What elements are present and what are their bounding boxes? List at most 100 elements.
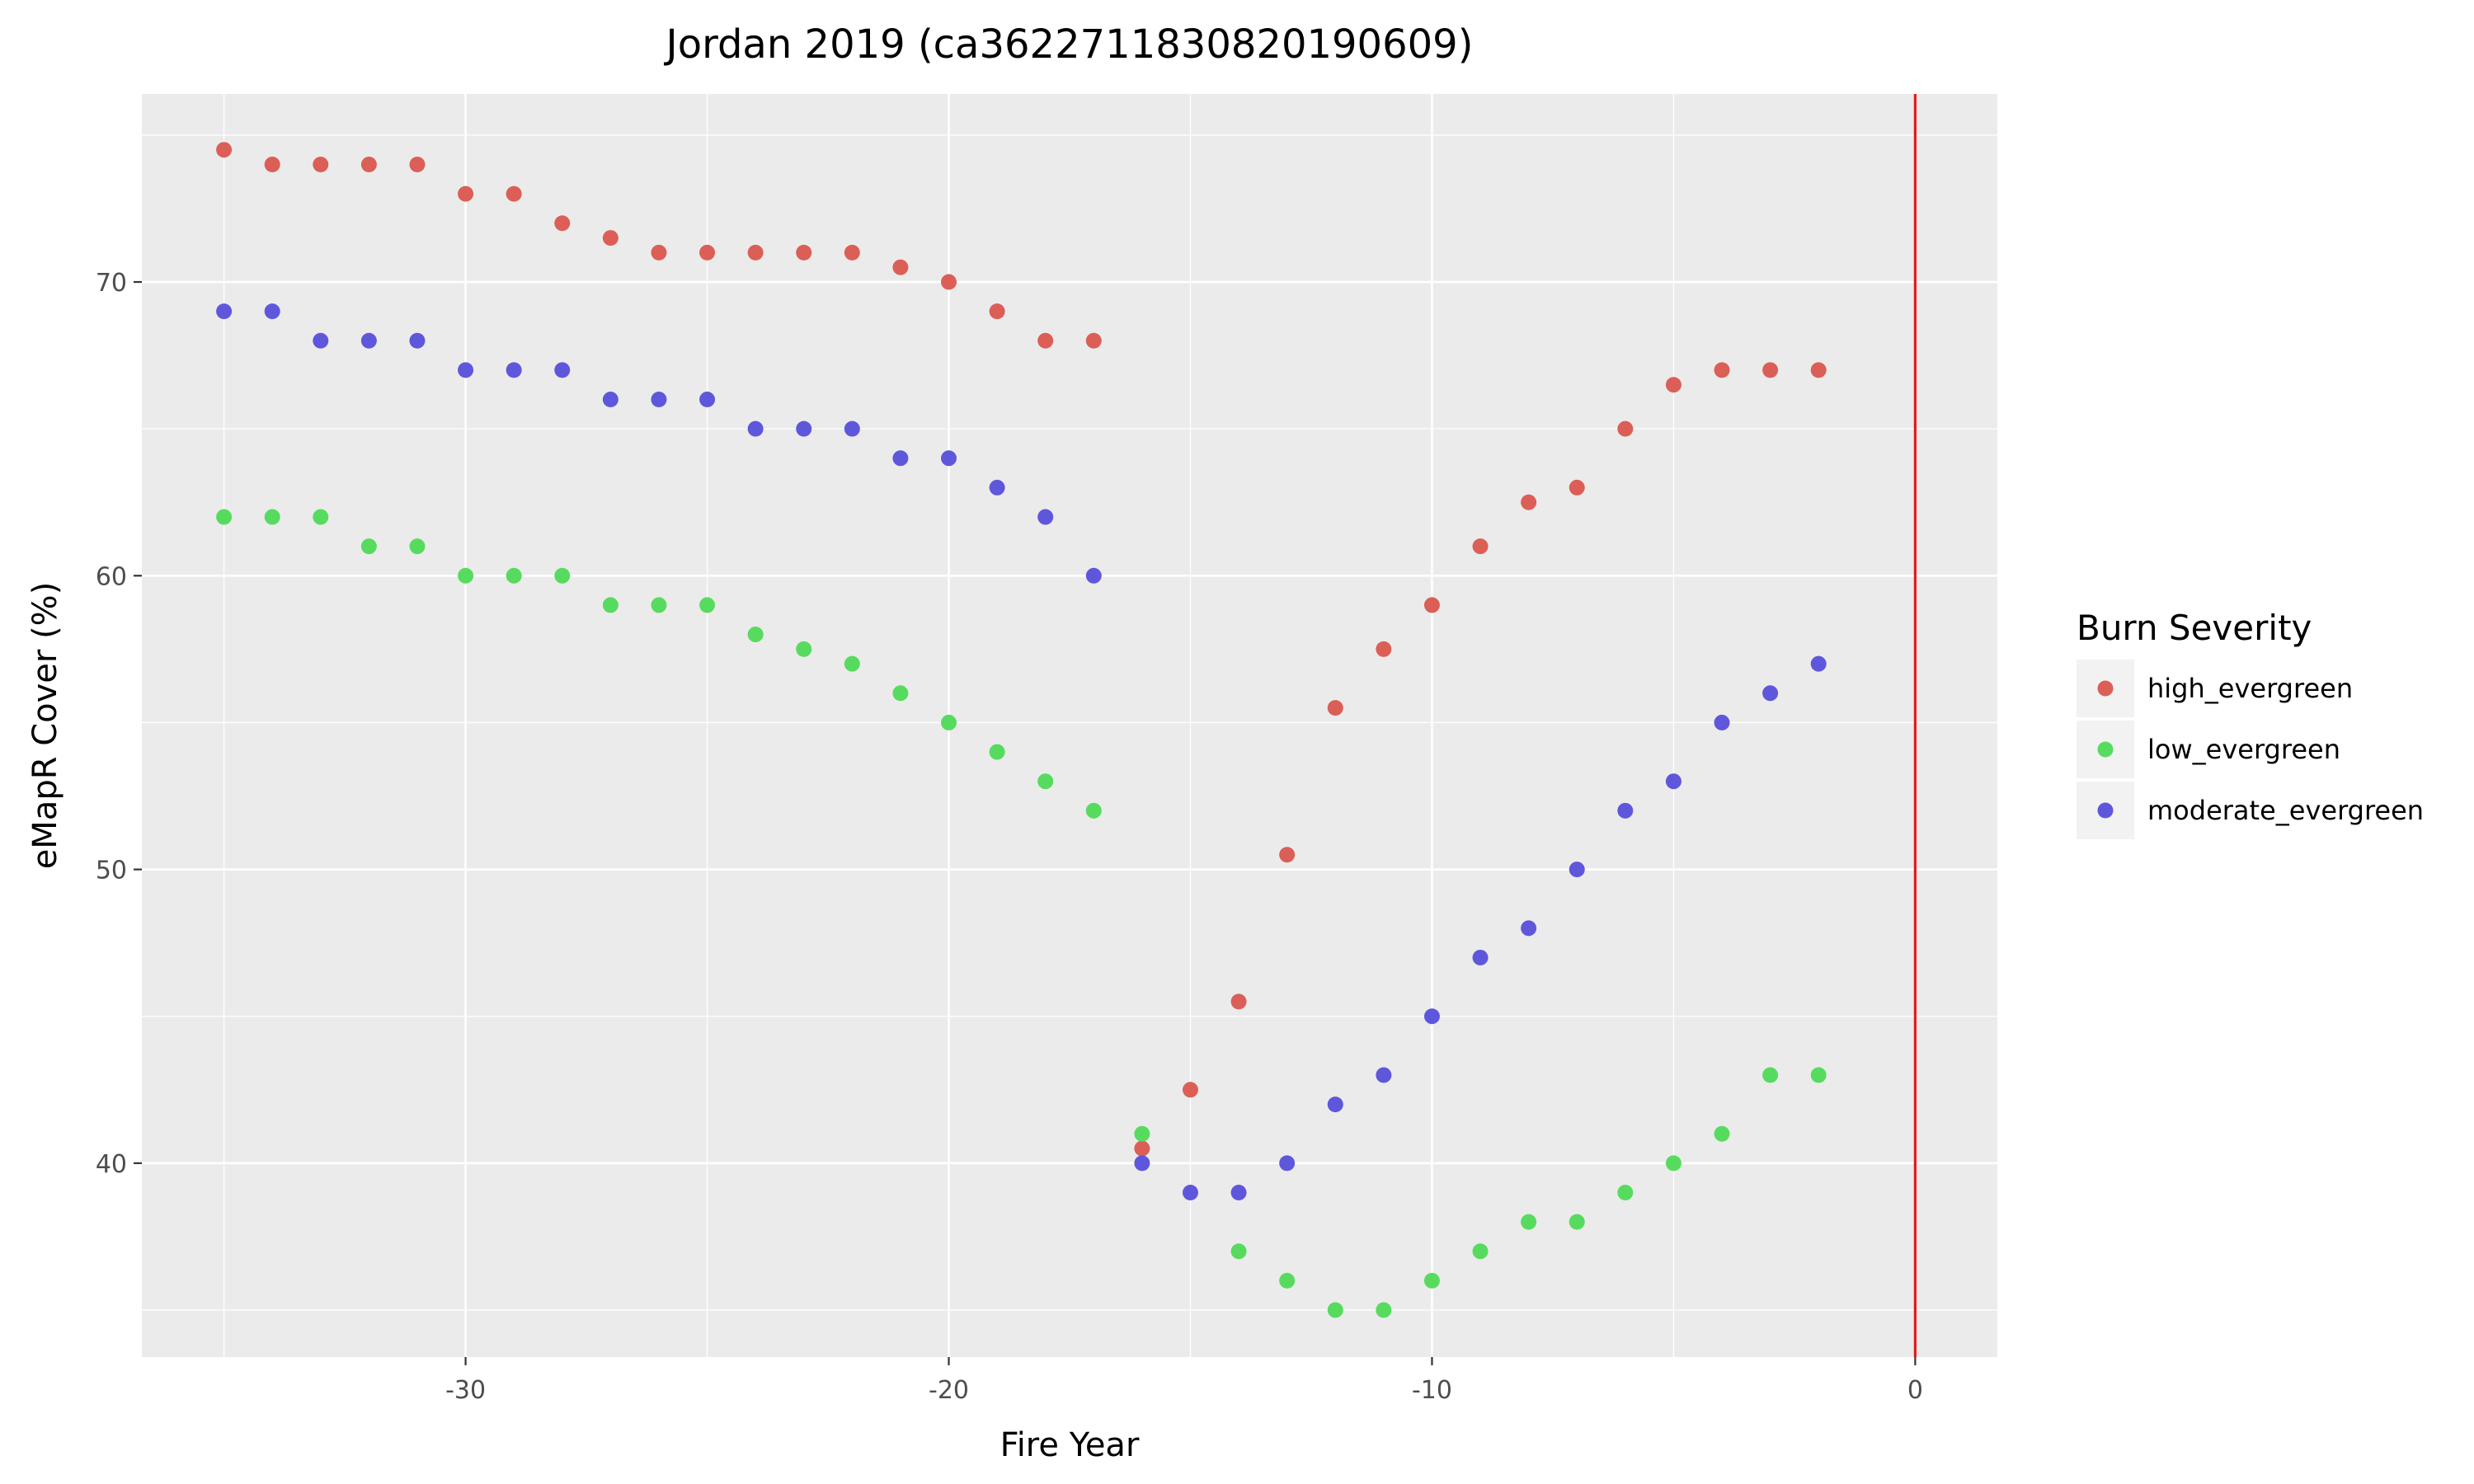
data-point-high_evergreen [892,259,909,275]
data-point-moderate_evergreen [1617,802,1634,819]
data-point-high_evergreen [989,303,1005,320]
data-point-moderate_evergreen [747,420,764,437]
data-point-high_evergreen [264,157,280,173]
data-point-moderate_evergreen [1376,1067,1392,1083]
legend-swatch-high_evergreen [2097,680,2114,697]
x-tick-labels: -30 -20 -10 0 [445,1376,1923,1405]
series-moderate_evergreen [216,303,1827,1200]
data-point-moderate_evergreen [313,332,329,349]
data-point-low_evergreen [844,655,860,672]
data-point-high_evergreen [699,244,716,261]
data-point-moderate_evergreen [1423,1008,1440,1025]
legend-label-low_evergreen: low_evergreen [2147,734,2340,765]
data-point-low_evergreen [1279,1272,1296,1289]
data-point-high_evergreen [651,244,667,261]
data-point-low_evergreen [602,597,618,613]
data-point-low_evergreen [651,597,667,613]
data-point-low_evergreen [264,509,280,525]
data-point-moderate_evergreen [264,303,280,320]
data-point-low_evergreen [360,538,377,555]
legend-swatch-low_evergreen [2097,741,2114,758]
data-point-high_evergreen [458,186,474,202]
data-point-high_evergreen [844,244,860,261]
data-point-low_evergreen [699,597,716,613]
data-point-moderate_evergreen [1327,1097,1343,1113]
data-point-moderate_evergreen [360,332,377,349]
data-point-moderate_evergreen [941,450,957,467]
data-point-high_evergreen [747,244,764,261]
data-point-high_evergreen [796,244,812,261]
data-point-high_evergreen [1569,479,1585,495]
data-points [216,142,1827,1318]
data-point-high_evergreen [1762,362,1779,378]
data-point-high_evergreen [1665,377,1681,393]
data-point-high_evergreen [313,157,329,173]
data-point-high_evergreen [216,142,233,158]
data-point-high_evergreen [1714,362,1730,378]
data-point-moderate_evergreen [506,362,522,378]
data-point-high_evergreen [554,215,571,232]
minor-gridlines [142,94,1997,1357]
data-point-moderate_evergreen [1569,862,1585,878]
legend-label-high_evergreen: high_evergreen [2147,673,2353,704]
data-point-moderate_evergreen [796,420,812,437]
data-point-moderate_evergreen [1134,1155,1150,1172]
data-point-low_evergreen [941,714,957,730]
data-point-moderate_evergreen [1714,714,1730,730]
plot-panel [142,94,1997,1357]
data-point-moderate_evergreen [1472,949,1489,965]
data-point-low_evergreen [506,567,522,584]
x-axis-title: Fire Year [1000,1426,1140,1464]
data-point-low_evergreen [1810,1067,1827,1083]
data-point-low_evergreen [1376,1302,1392,1318]
data-point-low_evergreen [554,567,571,584]
x-tick-label: -30 [445,1376,486,1405]
chart-title: Jordan 2019 (ca3622711830820190609) [664,21,1474,68]
data-point-moderate_evergreen [892,450,909,467]
data-point-high_evergreen [1617,420,1634,437]
data-point-low_evergreen [1037,773,1054,790]
data-point-moderate_evergreen [1665,773,1681,790]
data-point-moderate_evergreen [216,303,233,320]
data-point-high_evergreen [941,274,957,290]
data-point-low_evergreen [1714,1125,1730,1142]
y-tick-label: 40 [96,1150,127,1179]
data-point-high_evergreen [1472,538,1489,555]
data-point-low_evergreen [216,509,233,525]
data-point-moderate_evergreen [651,392,667,408]
data-point-high_evergreen [360,157,377,173]
data-point-low_evergreen [892,685,909,702]
data-point-low_evergreen [409,538,426,555]
data-point-high_evergreen [602,230,618,247]
data-point-low_evergreen [1327,1302,1343,1318]
data-point-high_evergreen [409,157,426,173]
data-point-moderate_evergreen [602,392,618,408]
data-point-low_evergreen [1521,1214,1537,1230]
data-point-low_evergreen [1134,1125,1150,1142]
data-point-low_evergreen [1665,1155,1681,1172]
data-point-moderate_evergreen [1230,1184,1247,1200]
data-point-high_evergreen [1423,597,1440,613]
y-axis-title: eMapR Cover (%) [26,582,64,870]
y-tick-label: 50 [96,857,127,885]
data-point-low_evergreen [1569,1214,1585,1230]
data-point-low_evergreen [796,641,812,657]
x-tick-label: -20 [929,1376,969,1405]
data-point-high_evergreen [1085,332,1102,349]
data-point-moderate_evergreen [1521,920,1537,937]
data-point-high_evergreen [1182,1082,1198,1098]
data-point-low_evergreen [458,567,474,584]
data-point-moderate_evergreen [1182,1184,1198,1200]
data-point-high_evergreen [1230,993,1247,1010]
data-point-moderate_evergreen [1037,509,1054,525]
data-point-high_evergreen [1327,700,1343,716]
data-point-moderate_evergreen [989,479,1005,495]
data-point-high_evergreen [1134,1140,1150,1157]
data-point-moderate_evergreen [1279,1155,1296,1172]
data-point-low_evergreen [989,744,1005,760]
x-tick-label: 0 [1907,1376,1923,1405]
data-point-high_evergreen [1810,362,1827,378]
data-point-high_evergreen [1521,494,1537,510]
data-point-moderate_evergreen [554,362,571,378]
data-point-low_evergreen [313,509,329,525]
